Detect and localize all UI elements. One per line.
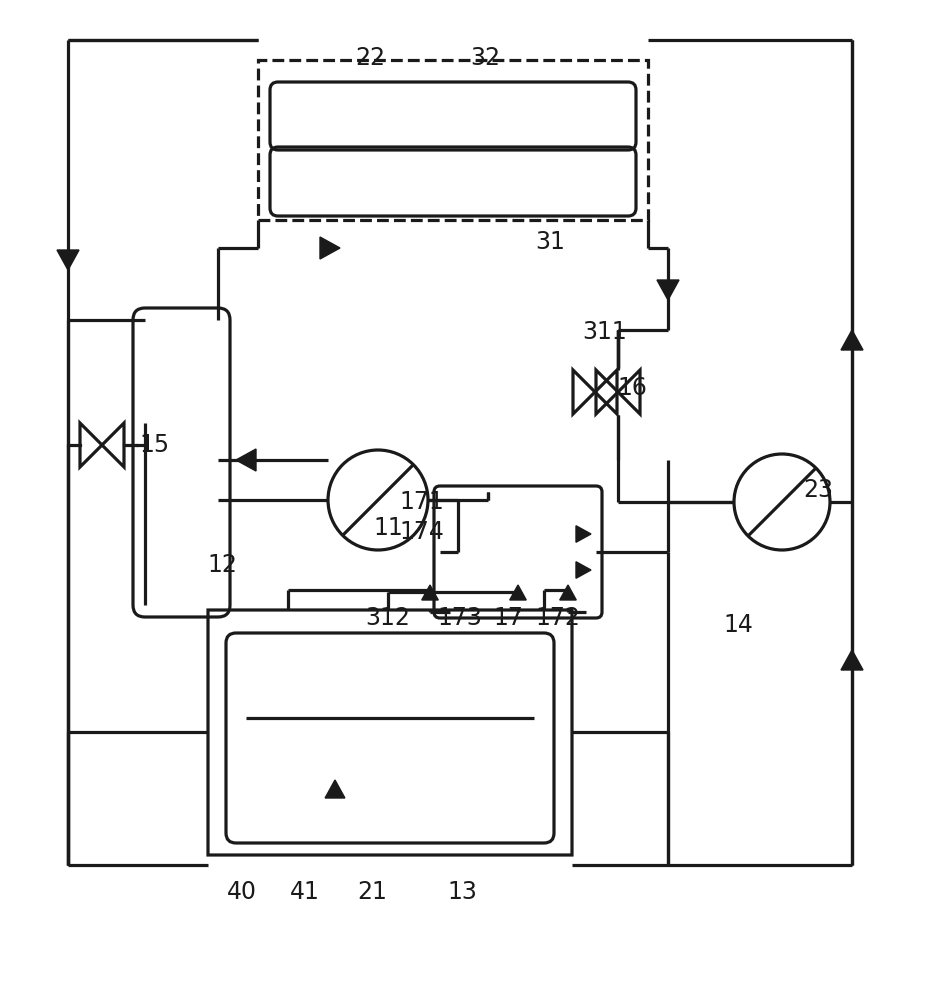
Text: 16: 16 — [617, 376, 647, 400]
Text: 174: 174 — [399, 520, 445, 544]
Polygon shape — [236, 449, 256, 471]
Polygon shape — [841, 650, 863, 670]
Polygon shape — [57, 250, 79, 270]
Text: 11: 11 — [373, 516, 403, 540]
Text: 21: 21 — [357, 880, 387, 904]
Text: 311: 311 — [582, 320, 628, 344]
Polygon shape — [320, 237, 340, 259]
Text: 14: 14 — [723, 613, 753, 637]
Text: 41: 41 — [290, 880, 320, 904]
Text: 23: 23 — [803, 478, 833, 502]
Text: 12: 12 — [207, 553, 237, 577]
Text: 172: 172 — [535, 606, 581, 630]
Polygon shape — [841, 330, 863, 350]
Text: 32: 32 — [470, 46, 500, 70]
Text: 40: 40 — [227, 880, 257, 904]
Polygon shape — [560, 585, 576, 600]
Text: 15: 15 — [140, 433, 170, 457]
Polygon shape — [576, 562, 591, 578]
Polygon shape — [657, 280, 679, 300]
Text: 22: 22 — [355, 46, 385, 70]
Text: 13: 13 — [447, 880, 477, 904]
Polygon shape — [325, 780, 345, 798]
Polygon shape — [576, 526, 591, 542]
Text: 173: 173 — [438, 606, 482, 630]
Text: 171: 171 — [399, 490, 445, 514]
Polygon shape — [510, 585, 526, 600]
Text: 17: 17 — [493, 606, 523, 630]
Text: 31: 31 — [535, 230, 565, 254]
Polygon shape — [422, 585, 438, 600]
Text: 312: 312 — [365, 606, 411, 630]
